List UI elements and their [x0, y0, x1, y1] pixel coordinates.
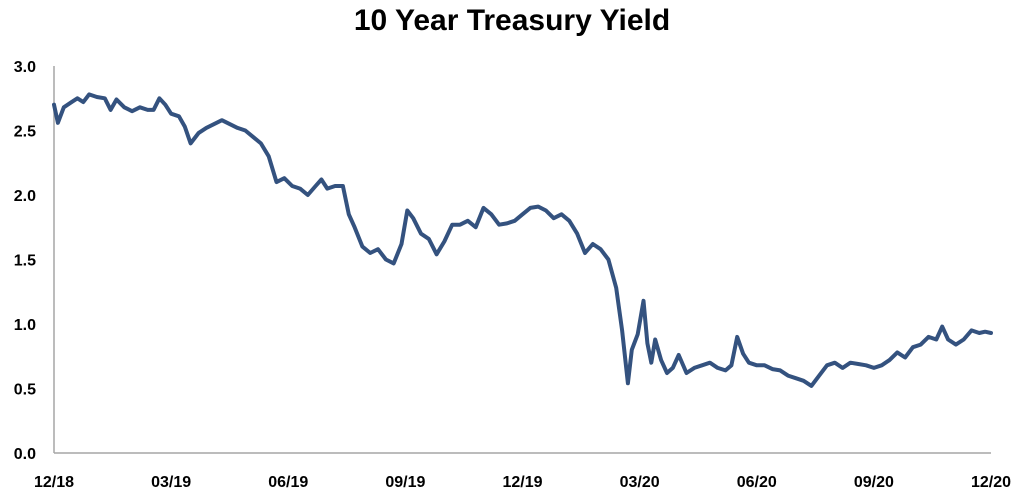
y-axis-ticks: 0.0 0.5 1.0 1.5 2.0 2.5 3.0 [14, 59, 36, 463]
x-tick-label: 12/18 [34, 474, 74, 491]
y-tick-label: 2.0 [14, 188, 36, 205]
series-layer [52, 92, 993, 388]
y-tick-label: 0.0 [14, 446, 36, 463]
chart-title: 10 Year Treasury Yield [353, 4, 671, 37]
y-tick-label: 1.0 [14, 317, 36, 334]
x-axis-ticks: 12/18 03/19 06/19 09/19 12/19 03/20 06/20 09/20… [34, 474, 1011, 491]
y-tick-label: 0.5 [14, 382, 36, 399]
x-tick-label: 09/20 [854, 474, 894, 491]
y-tick-label: 3.0 [14, 59, 36, 76]
x-tick-label: 12/19 [502, 474, 542, 491]
x-tick-label: 12/20 [971, 474, 1011, 491]
x-tick-label: 06/19 [268, 474, 308, 491]
x-tick-label: 06/20 [737, 474, 777, 491]
y-tick-label: 1.5 [14, 253, 36, 270]
x-tick-label: 09/19 [385, 474, 425, 491]
chart-axes [53, 66, 991, 454]
x-tick-label: 03/20 [620, 474, 660, 491]
series-line-0 [52, 92, 993, 388]
y-tick-label: 2.5 [14, 124, 36, 141]
x-tick-label: 03/19 [151, 474, 191, 491]
